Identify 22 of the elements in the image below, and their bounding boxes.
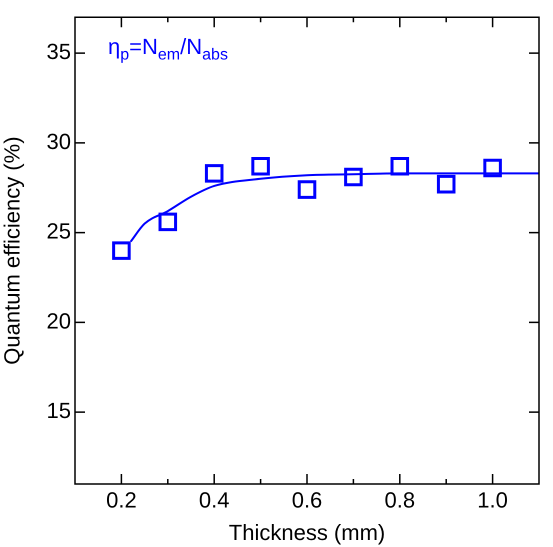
x-tick-label: 1.0 (477, 487, 508, 512)
x-tick-label: 0.8 (384, 487, 416, 512)
x-tick-label: 0.6 (292, 487, 322, 512)
y-tick-label: 20 (46, 308, 71, 334)
x-axis-title: Thickness (mm) (228, 520, 386, 545)
point (158, 212, 178, 232)
y-axis-title: Quantum efficiency (%) (0, 136, 24, 365)
point (483, 158, 502, 178)
x-tick-label: 0.4 (198, 487, 230, 512)
y-tick-label: 30 (46, 128, 71, 154)
point (390, 156, 410, 176)
x-tick-label: 0.2 (106, 487, 137, 512)
point (298, 180, 316, 199)
point (344, 168, 363, 186)
point (436, 174, 456, 194)
y-tick-label: 15 (46, 398, 71, 424)
point (251, 156, 270, 176)
y-tick-label: 25 (46, 218, 71, 244)
point (204, 164, 224, 183)
point (112, 241, 131, 260)
annotation: η$_{p}$=N$_{em}$/N$_{abs}$ (108, 34, 228, 64)
y-tick-label: 35 (46, 39, 71, 64)
